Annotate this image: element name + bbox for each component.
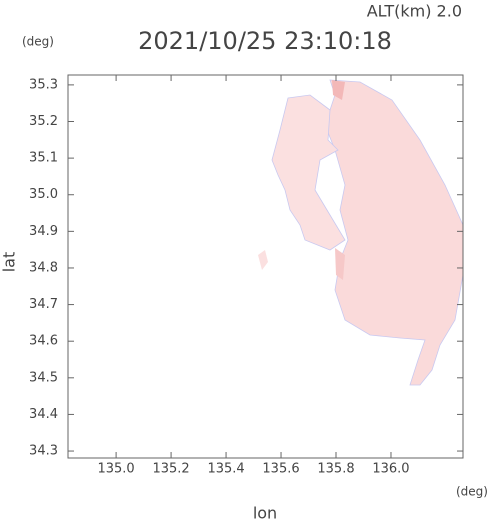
- y-tick-label: 34.6: [29, 334, 58, 349]
- echo-region: [335, 248, 345, 280]
- echo-region: [258, 250, 268, 270]
- y-tick-label: 34.3: [29, 444, 58, 459]
- x-tick-label: 135.0: [97, 462, 134, 477]
- y-tick-label: 34.4: [29, 407, 58, 422]
- y-tick-label: 35.1: [29, 151, 58, 166]
- x-tick-label: 135.4: [207, 462, 244, 477]
- y-tick-label: 34.9: [29, 224, 58, 239]
- x-unit: (deg): [456, 485, 488, 499]
- y-tick-label: 35.0: [29, 187, 58, 202]
- plot-frame: [67, 74, 464, 459]
- y-tick-label: 34.5: [29, 370, 58, 385]
- y-tick-label: 34.7: [29, 297, 58, 312]
- x-tick-label: 135.8: [317, 462, 354, 477]
- x-axis-label: lon: [253, 504, 277, 521]
- altitude-label: ALT(km) 2.0: [367, 2, 462, 21]
- y-unit: (deg): [22, 35, 54, 49]
- x-tick-label: 136.0: [372, 462, 409, 477]
- echo-region: [324, 79, 464, 386]
- echo-region: [332, 80, 345, 100]
- x-tick-label: 135.6: [262, 462, 299, 477]
- chart-title: 2021/10/25 23:10:18: [138, 27, 392, 55]
- x-tick-label: 135.2: [152, 462, 189, 477]
- echo-region: [271, 94, 346, 251]
- radar-echo: [258, 79, 464, 386]
- y-tick-label: 34.8: [29, 260, 58, 275]
- y-tick-label: 35.3: [29, 77, 58, 92]
- y-axis-label: lat: [0, 252, 19, 273]
- y-tick-label: 35.2: [29, 114, 58, 129]
